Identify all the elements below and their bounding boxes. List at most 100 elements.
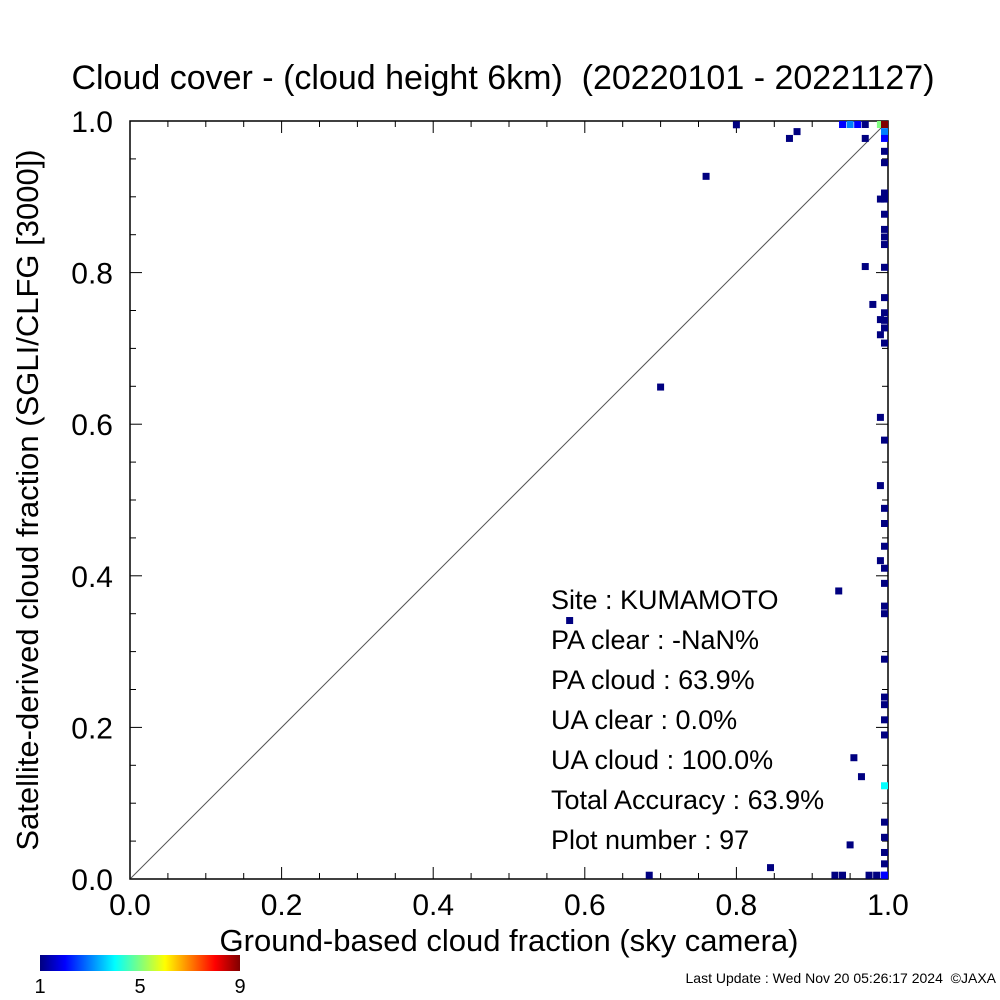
data-point: [881, 159, 888, 167]
data-point: [839, 121, 847, 128]
y-tick-label: 0.6: [71, 409, 113, 442]
stats-line: UA cloud : 100.0%: [551, 745, 773, 775]
colorbar-labels: 1 5 9: [34, 976, 245, 998]
data-point: [881, 225, 888, 233]
x-tick-label: 0.2: [261, 889, 303, 922]
data-point: [881, 294, 888, 302]
data-point: [846, 841, 854, 849]
data-point: [835, 587, 843, 595]
data-point: [876, 121, 884, 128]
colorbar: [40, 955, 240, 971]
data-point: [881, 602, 888, 610]
data-point: [881, 848, 888, 856]
data-point: [881, 316, 888, 324]
data-point: [861, 121, 869, 128]
data-point: [881, 564, 888, 572]
data-point: [881, 579, 888, 587]
data-point: [881, 233, 888, 241]
y-tick-label: 0.4: [71, 561, 113, 594]
data-point: [876, 482, 884, 490]
x-axis-title: Ground-based cloud fraction (sky camera): [220, 923, 799, 958]
data-point: [881, 324, 888, 332]
stats-line: UA clear : 0.0%: [551, 705, 737, 735]
y-tick-label: 0.0: [71, 864, 113, 897]
data-points: [566, 121, 888, 879]
data-point: [850, 754, 858, 762]
data-point: [876, 413, 884, 421]
data-point: [861, 263, 869, 271]
data-point: [881, 610, 888, 618]
data-point: [657, 383, 665, 391]
data-point: [876, 316, 884, 324]
data-point: [876, 557, 884, 565]
data-point: [873, 871, 881, 879]
data-point: [831, 871, 839, 879]
data-point: [881, 693, 888, 701]
stats-line: PA clear : -NaN%: [551, 625, 759, 655]
data-point: [861, 134, 869, 142]
data-point: [732, 121, 740, 129]
colorbar-tick-label: 9: [234, 976, 245, 998]
data-point: [793, 128, 801, 136]
data-point: [869, 300, 877, 308]
data-point: [881, 731, 888, 739]
axis-ticks: [129, 120, 889, 880]
x-tick-label: 1.0: [867, 889, 909, 922]
stats-line: Total Accuracy : 63.9%: [551, 785, 824, 815]
data-point: [881, 542, 888, 550]
data-point: [881, 263, 888, 271]
colorbar-tick-label: 5: [134, 976, 145, 998]
data-point: [857, 773, 865, 781]
y-tick-label: 0.8: [71, 258, 113, 291]
data-point: [881, 436, 888, 444]
data-point: [881, 210, 888, 218]
x-tick-label: 0.4: [412, 889, 454, 922]
data-point: [702, 172, 710, 180]
data-point: [645, 871, 653, 879]
data-point: [767, 864, 775, 872]
data-point: [854, 121, 862, 128]
colorbar-tick-label: 1: [34, 976, 45, 998]
data-point: [881, 655, 888, 663]
data-point: [881, 241, 888, 249]
data-point: [839, 871, 847, 879]
chart-title: Cloud cover - (cloud height 6km) (202201…: [71, 59, 934, 97]
y-tick-labels: 0.0 0.2 0.4 0.6 0.8 1.0: [71, 106, 113, 897]
data-point: [881, 195, 888, 203]
data-point: [881, 871, 888, 879]
y-axis-title: Satellite-derived cloud fraction (SGLI/C…: [10, 149, 45, 850]
data-point: [785, 134, 793, 142]
data-point: [881, 860, 888, 868]
data-point: [881, 189, 888, 197]
last-update-footer: Last Update : Wed Nov 20 05:26:17 2024 ©…: [685, 970, 996, 986]
y-tick-label: 0.2: [71, 712, 113, 745]
data-point: [865, 871, 873, 879]
data-point: [881, 309, 888, 317]
stats-line: Site : KUMAMOTO: [551, 585, 779, 615]
data-point: [881, 782, 888, 790]
data-point: [881, 519, 888, 527]
data-point: [881, 504, 888, 512]
x-tick-label: 0.8: [716, 889, 758, 922]
data-point: [881, 134, 888, 142]
data-point: [881, 121, 888, 128]
data-point: [881, 339, 888, 347]
data-point: [881, 128, 888, 136]
data-point: [876, 195, 884, 203]
x-tick-label: 0.0: [109, 889, 151, 922]
x-tick-labels: 0.0 0.2 0.4 0.6 0.8 1.0: [109, 889, 909, 922]
data-point: [881, 716, 888, 724]
data-point: [846, 121, 854, 128]
x-tick-label: 0.6: [564, 889, 606, 922]
data-point: [881, 701, 888, 709]
stats-box: Site : KUMAMOTO PA clear : -NaN% PA cloud …: [551, 585, 824, 855]
stats-line: Plot number : 97: [551, 825, 749, 855]
data-point: [881, 147, 888, 155]
data-point: [881, 818, 888, 826]
one-to-one-line: [129, 120, 889, 880]
data-point: [876, 331, 884, 339]
y-tick-label: 1.0: [71, 106, 113, 139]
stats-line: PA cloud : 63.9%: [551, 665, 755, 695]
data-point: [566, 617, 574, 625]
